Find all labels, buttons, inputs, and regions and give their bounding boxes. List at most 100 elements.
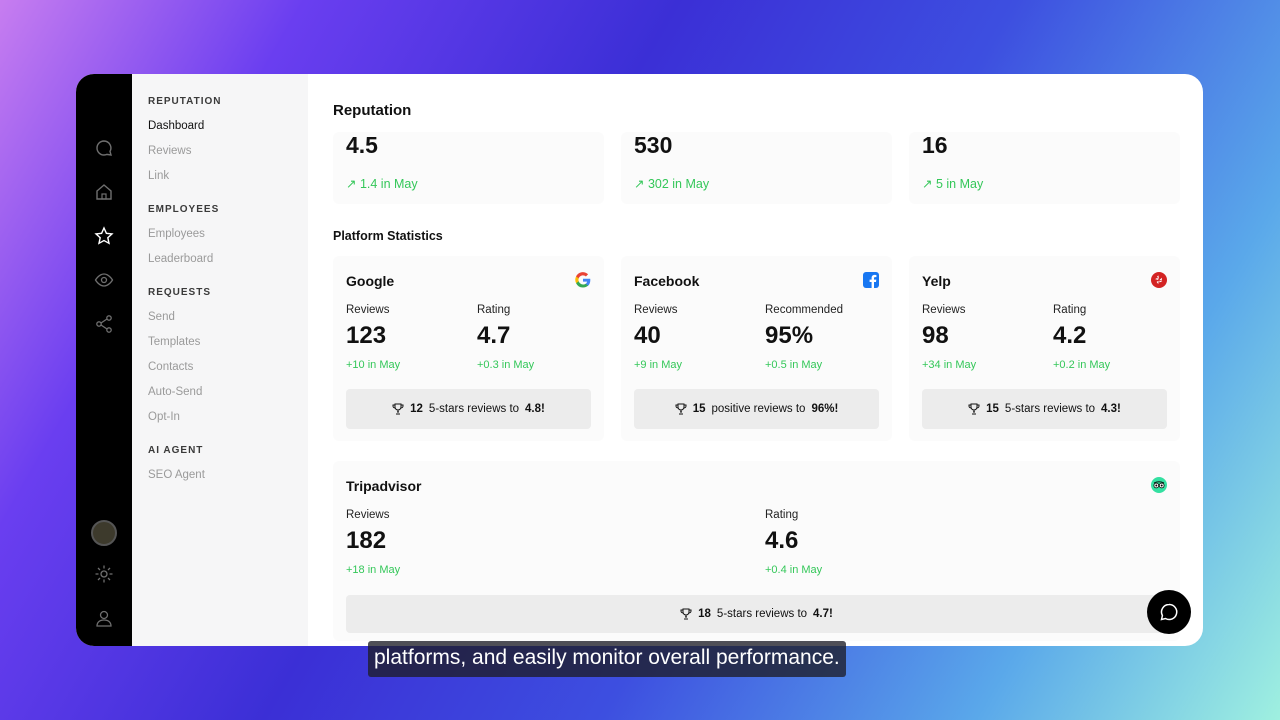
- metric-reviews: Reviews 40 +9 in May: [634, 304, 682, 371]
- metric-change: +0.4 in May: [765, 564, 823, 576]
- trophy-icon: [968, 403, 980, 415]
- metric-reviews: Reviews 182 +18 in May: [346, 509, 400, 576]
- home-icon[interactable]: [94, 182, 114, 202]
- trophy-icon: [675, 403, 687, 415]
- stat-delta: ↗ 1.4 in May: [346, 177, 418, 191]
- app-window: REPUTATION Dashboard Reviews Link EMPLOY…: [76, 74, 1203, 646]
- metric-value: 4.2: [1053, 322, 1087, 349]
- stat-value: 4.5: [346, 132, 378, 158]
- goal-banner[interactable]: 15 5-stars reviews to 4.3!: [922, 389, 1167, 429]
- sidebar-item-dashboard[interactable]: Dashboard: [148, 120, 205, 132]
- metric-change: +0.5 in May: [765, 359, 823, 371]
- stat-value: 16: [922, 132, 948, 158]
- goal-target: 4.7!: [813, 608, 833, 620]
- sidebar-item-reviews[interactable]: Reviews: [148, 145, 192, 157]
- sidebar-section-reputation: REPUTATION Dashboard Reviews Link: [148, 96, 308, 194]
- sidebar-item-auto-send[interactable]: Auto-Send: [148, 386, 203, 398]
- stat-delta: ↗ 5 in May: [922, 177, 984, 191]
- metric-value: 40: [634, 322, 661, 349]
- goal-target: 4.8!: [525, 403, 545, 415]
- metric-label: Reviews: [346, 509, 390, 521]
- goal-banner[interactable]: 12 5-stars reviews to 4.8!: [346, 389, 591, 429]
- metric-value: 98: [922, 322, 949, 349]
- sidebar-section-requests: REQUESTS Send Templates Contacts Auto-Se…: [148, 287, 308, 435]
- goal-count: 12: [410, 403, 423, 415]
- metric-value: 4.6: [765, 527, 799, 554]
- goal-text: 5-stars reviews to: [716, 608, 808, 620]
- sidebar-section-employees: EMPLOYEES Employees Leaderboard: [148, 204, 308, 277]
- share-icon[interactable]: [94, 314, 114, 334]
- metric-label: Recommended: [765, 304, 843, 316]
- metric-rating: Rating 4.6 +0.4 in May: [765, 509, 822, 576]
- section-title: AI AGENT: [148, 445, 204, 456]
- platform-name: Google: [346, 273, 395, 289]
- trophy-icon: [680, 608, 692, 620]
- metric-change: +10 in May: [346, 359, 401, 371]
- metric-change: +0.3 in May: [477, 359, 535, 371]
- metric-label: Reviews: [922, 304, 966, 316]
- metric-label: Rating: [1053, 304, 1087, 316]
- metric-rating: Rating 4.2 +0.2 in May: [1053, 304, 1110, 371]
- trophy-icon: [392, 403, 404, 415]
- stat-card: 16 ↗ 5 in May: [909, 132, 1180, 204]
- goal-count: 15: [986, 403, 999, 415]
- sidebar-item-leaderboard[interactable]: Leaderboard: [148, 253, 214, 265]
- metric-value: 95%: [765, 322, 814, 349]
- chat-launcher-button[interactable]: [1147, 590, 1191, 634]
- goal-banner[interactable]: 18 5-stars reviews to 4.7!: [346, 595, 1167, 633]
- eye-icon[interactable]: [94, 270, 114, 290]
- top-stats: 4.5 ↗ 1.4 in May 530 ↗ 302 in May 16 ↗ 5…: [333, 132, 1180, 204]
- sidebar-item-templates[interactable]: Templates: [148, 336, 201, 348]
- metric-reviews: Reviews 98 +34 in May: [922, 304, 976, 371]
- sidebar: REPUTATION Dashboard Reviews Link EMPLOY…: [132, 74, 308, 646]
- platform-cards: Google Reviews 123 +10 in May Rating 4.7…: [333, 256, 1180, 441]
- google-icon: [575, 272, 591, 288]
- platform-statistics-title: Platform Statistics: [333, 229, 443, 243]
- metric-label: Rating: [765, 509, 799, 521]
- stat-delta: ↗ 302 in May: [634, 177, 710, 191]
- gear-icon[interactable]: [94, 564, 114, 584]
- stat-card: 530 ↗ 302 in May: [621, 132, 892, 204]
- metric-change: +18 in May: [346, 564, 401, 576]
- metric-value: 123: [346, 322, 387, 349]
- metric-reviews: Reviews 123 +10 in May: [346, 304, 400, 371]
- main-content: Reputation 4.5 ↗ 1.4 in May 530 ↗ 302 in…: [308, 74, 1203, 646]
- metric-change: +0.2 in May: [1053, 359, 1111, 371]
- goal-target: 96%!: [811, 403, 839, 415]
- section-title: REQUESTS: [148, 287, 212, 298]
- goal-banner[interactable]: 15 positive reviews to 96%!: [634, 389, 879, 429]
- sidebar-item-opt-in[interactable]: Opt-In: [148, 411, 180, 423]
- yelp-icon: [1151, 272, 1167, 288]
- metric-change: +34 in May: [922, 359, 977, 371]
- facebook-icon: [863, 272, 879, 288]
- metric-label: Reviews: [346, 304, 390, 316]
- sidebar-item-seo-agent[interactable]: SEO Agent: [148, 469, 205, 481]
- chat-icon[interactable]: [94, 138, 114, 158]
- platform-card-facebook: Facebook Reviews 40 +9 in May Recommende…: [621, 256, 892, 441]
- sidebar-item-contacts[interactable]: Contacts: [148, 361, 194, 373]
- stat-value: 530: [634, 132, 673, 158]
- sidebar-item-send[interactable]: Send: [148, 311, 175, 323]
- platform-name: Yelp: [922, 273, 951, 289]
- metric-label: Reviews: [634, 304, 678, 316]
- stat-card: 4.5 ↗ 1.4 in May: [333, 132, 604, 204]
- star-icon[interactable]: [94, 226, 114, 246]
- goal-text: 5-stars reviews to: [1004, 403, 1096, 415]
- goal-text: 5-stars reviews to: [428, 403, 520, 415]
- icon-rail: [76, 74, 132, 646]
- metric-rating: Rating 4.7 +0.3 in May: [477, 304, 534, 371]
- platform-name: Facebook: [634, 273, 700, 289]
- section-title: REPUTATION: [148, 96, 222, 107]
- user-icon[interactable]: [94, 608, 114, 628]
- section-title: EMPLOYEES: [148, 204, 220, 215]
- avatar[interactable]: [91, 520, 117, 546]
- sidebar-item-employees[interactable]: Employees: [148, 228, 205, 240]
- sidebar-item-link[interactable]: Link: [148, 170, 170, 182]
- sidebar-section-ai-agent: AI AGENT SEO Agent: [148, 445, 308, 493]
- metric-label: Rating: [477, 304, 511, 316]
- chat-bubble-icon: [1160, 603, 1178, 621]
- goal-text: positive reviews to: [711, 403, 806, 415]
- metric-value: 4.7: [477, 322, 511, 349]
- metric-recommended: Recommended 95% +0.5 in May: [765, 304, 843, 371]
- metric-value: 182: [346, 527, 387, 554]
